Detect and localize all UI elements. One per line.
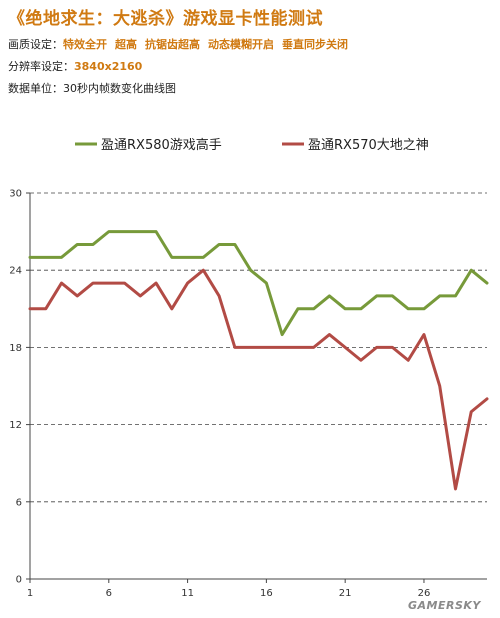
quality-value: 特效全开 bbox=[63, 38, 107, 51]
y-tick-label: 12 bbox=[9, 420, 22, 431]
quality-value: 抗锯齿超高 bbox=[145, 38, 200, 51]
chart-header: 《绝地求生：大逃杀》游戏显卡性能测试 画质设定：特效全开 超高 抗锯齿超高 动态模糊开… bbox=[8, 8, 496, 96]
quality-row: 画质设定：特效全开 超高 抗锯齿超高 动态模糊开启 垂直同步关闭 bbox=[8, 37, 496, 52]
x-tick-label: 21 bbox=[339, 588, 352, 599]
unit-row: 数据单位：30秒内帧数变化曲线图 bbox=[8, 81, 496, 96]
quality-value: 超高 bbox=[115, 38, 137, 51]
y-tick-label: 24 bbox=[9, 266, 22, 277]
unit-label: 数据单位： bbox=[8, 82, 63, 95]
series-lines bbox=[28, 230, 489, 491]
axes bbox=[26, 192, 487, 583]
x-tick-label: 1 bbox=[27, 588, 33, 599]
y-tick-label: 6 bbox=[16, 497, 22, 508]
series-line bbox=[28, 268, 489, 491]
y-tick-label: 0 bbox=[16, 575, 22, 586]
page-title: 《绝地求生：大逃杀》游戏显卡性能测试 bbox=[8, 9, 323, 29]
legend-label: 盈通RX570大地之神 bbox=[308, 138, 429, 153]
legend: 盈通RX580游戏高手 盈通RX570大地之神 bbox=[75, 137, 429, 153]
legend-label: 盈通RX580游戏高手 bbox=[101, 137, 222, 153]
series-line bbox=[28, 230, 489, 337]
watermark-text: GAMERSKY bbox=[408, 599, 481, 612]
x-tick-label: 6 bbox=[106, 588, 112, 599]
y-tick-label: 30 bbox=[9, 189, 22, 200]
quality-label: 画质设定： bbox=[8, 38, 63, 51]
resolution-row: 分辨率设定：3840x2160 bbox=[8, 59, 496, 74]
resolution-label: 分辨率设定： bbox=[8, 60, 74, 73]
grid bbox=[30, 192, 487, 503]
quality-value: 动态模糊开启 bbox=[208, 38, 274, 51]
resolution-value: 3840x2160 bbox=[74, 60, 143, 73]
x-tick-label: 16 bbox=[260, 588, 273, 599]
quality-value: 垂直同步关闭 bbox=[282, 38, 348, 51]
unit-value: 30秒内帧数变化曲线图 bbox=[63, 82, 176, 95]
x-tick-label: 11 bbox=[181, 588, 194, 599]
x-tick-label: 26 bbox=[418, 588, 431, 599]
y-tick-label: 18 bbox=[9, 343, 22, 354]
